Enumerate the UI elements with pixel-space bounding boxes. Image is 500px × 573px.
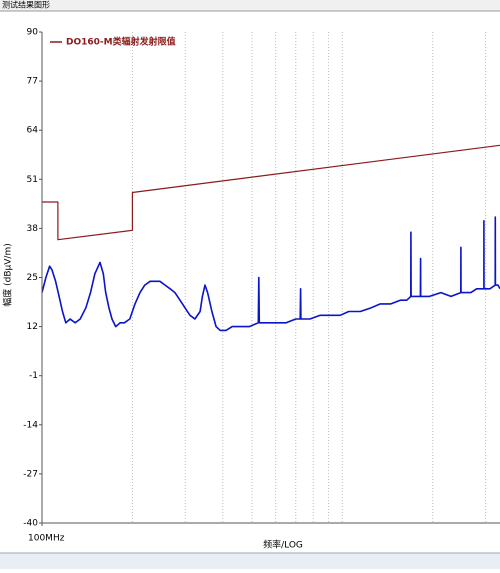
y-axis-label: 幅度 (dBμV/m)	[2, 243, 14, 306]
y-tick-label: -14	[23, 420, 38, 430]
grid	[131, 32, 487, 523]
y-tick-label: -40	[23, 519, 38, 529]
y-tick-label: 12	[27, 322, 38, 332]
y-tick-label: 64	[27, 126, 39, 136]
y-tick-label: -1	[29, 371, 38, 381]
legend-label: DO160-M类辐射发射限值	[66, 36, 176, 48]
status-strip	[0, 553, 500, 569]
measurement-line	[42, 216, 500, 332]
y-tick-label: -27	[23, 469, 38, 479]
title-bar	[0, 0, 500, 11]
x-axis-label: 频率/LOG	[263, 539, 303, 551]
y-tick-label: 90	[27, 28, 39, 38]
y-tick-label: 25	[27, 273, 38, 283]
limit-line	[42, 144, 500, 241]
x-tick-label: 100MHz	[28, 534, 65, 544]
window-title: 测试结果图形	[2, 0, 50, 10]
plot-area	[42, 144, 500, 332]
y-tick-label: 51	[27, 175, 38, 185]
y-tick-label: 38	[27, 224, 39, 234]
y-tick-label: 77	[27, 77, 38, 87]
